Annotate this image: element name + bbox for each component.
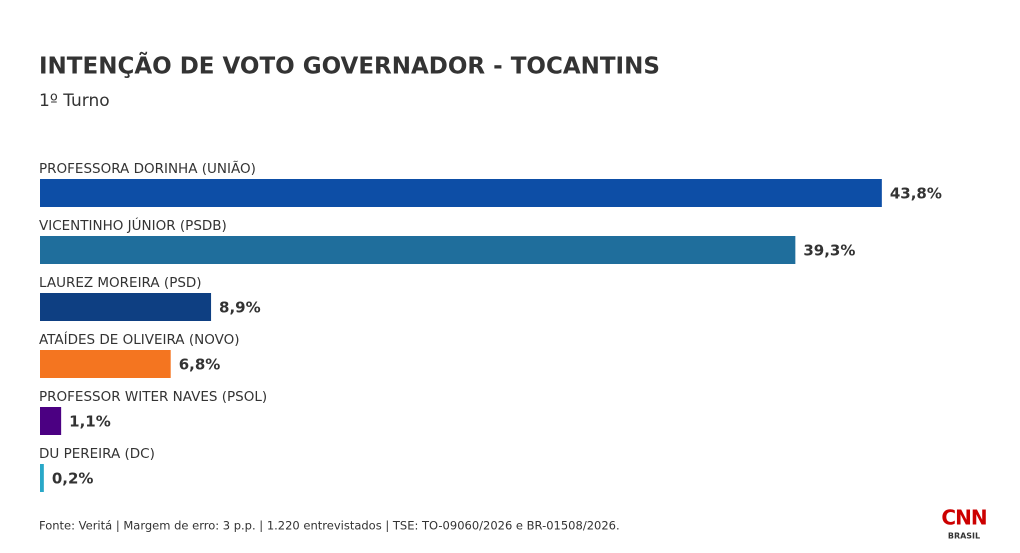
bar xyxy=(40,464,44,492)
logo-subtext: BRASIL xyxy=(948,532,980,541)
source-note: Fonte: Veritá | Margem de erro: 3 p.p. |… xyxy=(39,519,620,533)
chart-title: INTENÇÃO DE VOTO GOVERNADOR - TOCANTINS xyxy=(39,52,660,80)
value-label: 8,9% xyxy=(219,299,261,317)
bar xyxy=(40,236,796,264)
category-label: PROFESSORA DORINHA (UNIÃO) xyxy=(39,160,256,177)
value-label: 0,2% xyxy=(52,470,94,488)
category-label: DU PEREIRA (DC) xyxy=(39,446,155,462)
bar xyxy=(40,407,62,435)
chart-subtitle: 1º Turno xyxy=(39,91,110,111)
bar xyxy=(40,179,882,207)
bar xyxy=(40,293,212,321)
bar xyxy=(40,350,171,378)
value-label: 6,8% xyxy=(179,356,221,374)
category-label: VICENTINHO JÚNIOR (PSDB) xyxy=(39,216,227,234)
value-label: 39,3% xyxy=(803,242,855,260)
value-label: 43,8% xyxy=(890,185,942,203)
category-label: ATAÍDES DE OLIVEIRA (NOVO) xyxy=(39,331,239,348)
category-label: PROFESSOR WITER NAVES (PSOL) xyxy=(39,389,267,405)
logo: CNN xyxy=(941,506,986,530)
category-label: LAUREZ MOREIRA (PSD) xyxy=(39,275,202,291)
value-label: 1,1% xyxy=(69,413,111,431)
